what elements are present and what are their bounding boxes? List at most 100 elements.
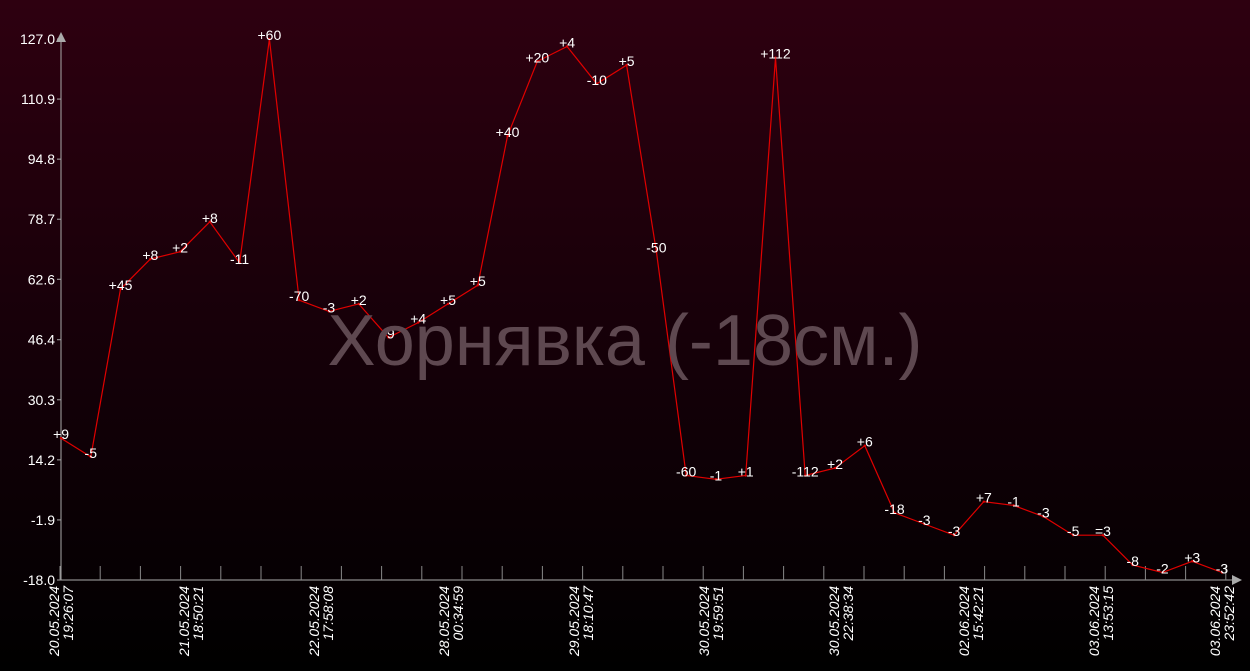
data-label: +5	[619, 53, 635, 69]
data-point	[119, 287, 122, 291]
data-label: -18	[884, 501, 904, 517]
data-label: -3	[1216, 561, 1229, 577]
data-label: +6	[857, 434, 873, 450]
data-label: +1	[738, 464, 754, 480]
x-tick-label-date: 20.05.2024	[46, 586, 62, 657]
x-tick-label-date: 29.05.2024	[566, 586, 582, 657]
x-tick-label-time: 17:58:08	[320, 586, 336, 641]
y-tick-label: 110.9	[21, 91, 55, 107]
data-point	[923, 522, 926, 526]
data-point	[863, 444, 866, 447]
data-label: +2	[351, 292, 367, 308]
data-point	[833, 466, 837, 470]
data-point	[536, 60, 539, 63]
data-label: -3	[918, 512, 931, 528]
data-label-group: +9 -5 +45 +8 +2 +8 -11 +60 -70 -3 +2 -9 +4 +5 +5 +40 +20…	[53, 27, 1228, 577]
data-point	[565, 45, 569, 48]
data-label: -5	[85, 445, 98, 461]
x-tick-label-time: 23:52:42	[1221, 586, 1237, 642]
data-label: -8	[1126, 553, 1139, 569]
x-tick-label-date: 21.05.2024	[176, 586, 192, 657]
data-point	[655, 250, 658, 253]
x-tick-label-time: 00:34:59	[450, 586, 466, 641]
data-point	[1012, 504, 1015, 507]
data-label: -9	[382, 325, 395, 341]
data-point	[1131, 563, 1134, 567]
y-tick-label: -18.0	[23, 572, 55, 588]
x-tick-label-date: 03.06.2024	[1086, 586, 1102, 656]
data-point	[208, 220, 212, 224]
data-point	[1071, 534, 1075, 537]
data-label: +20	[525, 49, 549, 65]
data-label: +3	[1184, 549, 1200, 565]
x-tick-label-time: 22:38:34	[840, 586, 856, 642]
data-label: -3	[948, 523, 961, 539]
data-label: +45	[109, 277, 133, 293]
x-axis-arrow	[1232, 575, 1242, 585]
x-tick-label-date: 30.05.2024	[826, 586, 842, 656]
data-point	[982, 500, 986, 503]
data-label: +40	[496, 124, 520, 140]
data-label: -3	[323, 299, 336, 315]
data-point	[952, 534, 956, 537]
data-label: -3	[1037, 505, 1050, 521]
x-tick-label-date: 30.05.2024	[696, 586, 712, 656]
data-point	[1101, 534, 1105, 537]
data-point	[684, 474, 688, 477]
data-point	[59, 437, 63, 440]
x-tick-label-date: 02.06.2024	[956, 586, 972, 656]
data-point	[506, 134, 509, 138]
data-label: +8	[142, 247, 158, 263]
data-label: +2	[827, 456, 843, 472]
data-point	[1161, 571, 1164, 574]
data-label: +112	[760, 46, 791, 62]
data-label: -10	[587, 72, 607, 88]
data-point	[327, 310, 331, 313]
data-point	[1220, 571, 1224, 574]
data-label: +4	[410, 311, 426, 327]
y-tick-label: 94.8	[28, 151, 55, 167]
y-tick-label: 14.2	[28, 452, 55, 468]
data-label: -11	[230, 251, 249, 267]
x-tick-label-date: 03.06.2024	[1207, 586, 1223, 656]
data-point	[149, 257, 152, 261]
data-label: -5	[1067, 523, 1080, 539]
data-point	[476, 284, 479, 287]
data-label: +5	[440, 292, 456, 308]
data-label: +7	[976, 490, 992, 506]
data-label: +2	[172, 240, 188, 256]
data-label: +8	[202, 210, 218, 226]
data-point	[625, 63, 628, 67]
y-tick-label: -1.9	[31, 512, 55, 528]
data-point	[1191, 560, 1194, 563]
x-tick-label-date: 28.05.2024	[436, 586, 452, 657]
data-point	[804, 474, 807, 477]
x-tick-label-time: 19:26:07	[60, 585, 76, 641]
axes	[56, 32, 1242, 585]
data-label: =3	[1095, 523, 1111, 539]
data-point	[446, 302, 450, 306]
data-point	[357, 302, 360, 306]
y-axis-arrow	[56, 32, 66, 42]
data-point	[297, 298, 301, 302]
data-point	[744, 474, 747, 477]
y-tick-label: 30.3	[28, 392, 55, 408]
data-point	[238, 261, 241, 265]
data-point	[774, 56, 777, 59]
x-tick-label-time: 15:42:21	[970, 586, 986, 641]
x-tick-label-date: 22.05.2024	[306, 586, 322, 657]
x-tick-label-time: 18:50:21	[190, 586, 206, 641]
data-label: +60	[258, 27, 282, 43]
tick-group: 127.0 110.9 94.8 78.7 62.6 46.4 30.3 14.2 -1.9 -1…	[20, 31, 1237, 657]
y-tick-label: 127.0	[20, 31, 55, 47]
data-label: +9	[53, 426, 69, 442]
data-point	[417, 321, 420, 324]
